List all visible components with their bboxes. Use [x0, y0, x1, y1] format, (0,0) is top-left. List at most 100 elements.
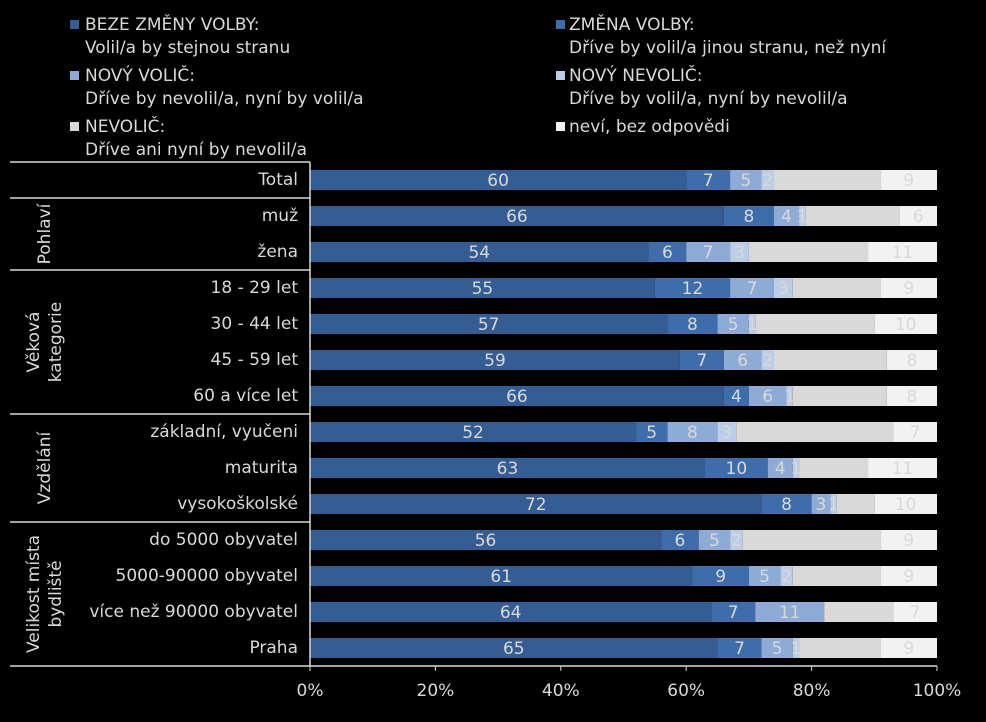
value-label: 9 — [715, 567, 726, 587]
value-label: 1 — [797, 207, 808, 227]
bar-segment — [310, 602, 712, 622]
legend-description: Dříve ani nyní by nevolil/a — [85, 140, 307, 160]
bar-segment — [773, 206, 800, 226]
bar-segment — [310, 566, 693, 586]
value-label: 5 — [728, 315, 739, 335]
bar-segment — [310, 314, 668, 334]
value-label: 6 — [737, 351, 748, 371]
bar-segment — [310, 170, 687, 190]
category-label: 45 - 59 let — [211, 350, 299, 370]
bar-segment — [773, 278, 793, 298]
bar-segment — [786, 386, 793, 406]
value-label: 7 — [734, 639, 745, 659]
value-label: 4 — [781, 207, 792, 227]
value-label: 14 — [826, 567, 848, 587]
bar-segment — [767, 458, 793, 478]
value-label: 22 — [801, 531, 823, 551]
value-label: 10 — [895, 315, 917, 335]
category-label: maturita — [225, 458, 298, 478]
value-label: 6 — [913, 207, 924, 227]
value-label: 12 — [682, 279, 704, 299]
bar-segment — [824, 602, 894, 622]
bar-segment — [310, 422, 637, 442]
value-label: 1 — [791, 639, 802, 659]
bar-segment — [711, 602, 756, 622]
bar-segment — [799, 206, 806, 226]
legend-label: NEVOLIČ: — [85, 115, 165, 137]
bar-segment — [780, 566, 793, 586]
legend-swatch — [556, 122, 565, 131]
bar-segment — [792, 638, 800, 658]
value-label: 11 — [892, 459, 914, 479]
bar-segment — [310, 206, 724, 226]
bar-segment — [661, 530, 699, 550]
category-label: více než 90000 obyvatel — [89, 602, 298, 622]
value-label: 6 — [762, 387, 773, 407]
bar-segment — [698, 530, 731, 550]
x-tick-label: 60% — [667, 681, 705, 701]
bar-segment — [742, 530, 881, 550]
bar-segment — [705, 458, 768, 478]
bar-segment — [773, 170, 881, 190]
value-label: 5 — [759, 567, 770, 587]
group-label: Velikost místa — [24, 535, 44, 653]
bar-segment — [874, 314, 937, 334]
category-label: 30 - 44 let — [211, 314, 299, 334]
legend-label: ZMĚNA VOLBY: — [569, 13, 695, 35]
bar-segment — [310, 638, 718, 658]
bar-segment — [868, 242, 937, 262]
bar-segment — [880, 566, 937, 586]
value-label: 7 — [910, 423, 921, 443]
legend-swatch — [70, 122, 79, 131]
value-label: 10 — [726, 459, 748, 479]
bar-segment — [748, 242, 869, 262]
value-label: 7 — [696, 351, 707, 371]
value-label: 52 — [462, 423, 484, 443]
value-label: 1 — [747, 315, 758, 335]
value-label: 8 — [743, 207, 754, 227]
bar-segment — [717, 422, 737, 442]
value-label: 6 — [675, 531, 686, 551]
group-label: kategorie — [46, 302, 66, 382]
bar-segment — [761, 638, 793, 658]
x-tick-label: 0% — [297, 681, 324, 701]
value-label: 63 — [497, 459, 519, 479]
bar-segment — [811, 494, 831, 514]
bar-segment — [310, 530, 662, 550]
value-label: 61 — [490, 567, 512, 587]
bar-segment — [799, 458, 869, 478]
bar-segment — [792, 458, 800, 478]
value-label: 6 — [850, 495, 861, 515]
category-label: 5000-90000 obyvatel — [116, 566, 298, 586]
bar-segment — [723, 206, 774, 226]
bar-segment — [761, 494, 812, 514]
bar-segment — [730, 170, 762, 190]
value-label: 57 — [478, 315, 500, 335]
legend-swatch — [556, 20, 565, 29]
value-label: 10 — [895, 495, 917, 515]
category-label: žena — [257, 242, 298, 262]
x-tick-label: 80% — [793, 681, 831, 701]
value-label: 3 — [778, 279, 789, 299]
value-label: 9 — [903, 279, 914, 299]
value-label: 13 — [829, 639, 851, 659]
bar-segment — [648, 242, 687, 262]
bar-segment — [799, 638, 881, 658]
value-label: 7 — [747, 279, 758, 299]
value-label: 15 — [842, 207, 864, 227]
legend-description: Dříve by nevolil/a, nyní by volil/a — [85, 89, 364, 109]
bar-segment — [667, 422, 718, 442]
value-label: 11 — [823, 459, 845, 479]
bar-segment — [836, 494, 875, 514]
value-label: 2 — [762, 351, 773, 371]
bar-segment — [868, 458, 937, 478]
value-label: 11 — [779, 603, 801, 623]
bar-segment — [880, 530, 937, 550]
bar-segment — [736, 422, 894, 442]
bar-segment — [310, 494, 762, 514]
category-label: Praha — [249, 638, 298, 658]
bar-segment — [310, 350, 680, 370]
bar-segment — [686, 242, 731, 262]
bar-segment — [686, 170, 731, 190]
